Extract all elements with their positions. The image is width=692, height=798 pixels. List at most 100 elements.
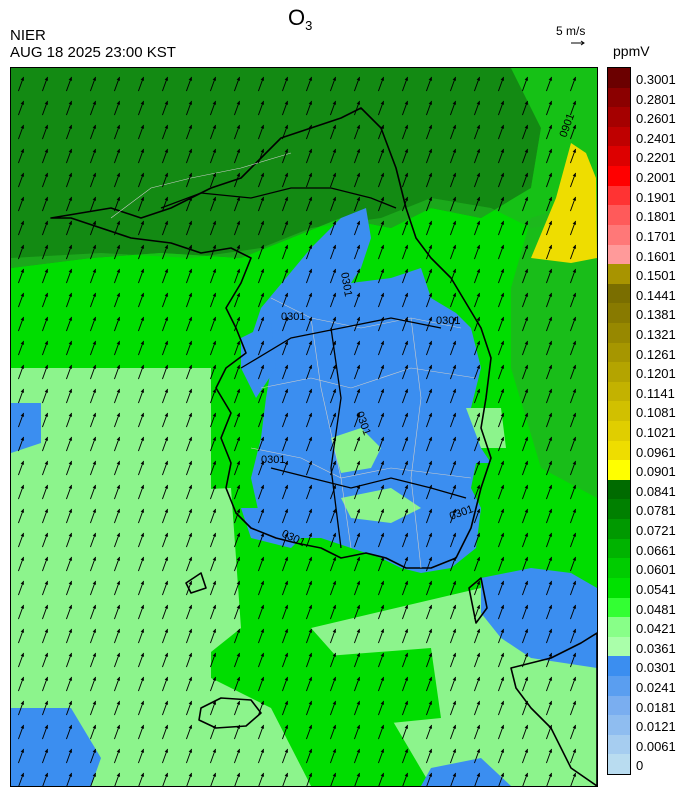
wind-arrow-head — [548, 244, 553, 249]
wind-arrow-head — [452, 292, 457, 297]
wind-arrow-head — [572, 268, 577, 273]
wind-arrow-head — [68, 364, 73, 369]
wind-arrow-head — [428, 76, 433, 81]
wind-arrow-head — [380, 244, 385, 249]
wind-arrow-head — [164, 196, 169, 201]
wind-arrow-head — [20, 412, 25, 417]
wind-arrow-head — [380, 100, 385, 105]
wind-arrow-head — [164, 748, 169, 753]
wind-arrow-head — [524, 580, 529, 585]
wind-arrow-head — [236, 220, 241, 225]
wind-arrow-head — [524, 436, 529, 441]
contour-label: 0301 — [281, 311, 305, 323]
colorbar-swatch — [608, 695, 630, 716]
wind-arrow-head — [548, 100, 553, 105]
wind-arrow-head — [92, 772, 97, 777]
wind-arrow-head — [404, 532, 409, 537]
wind-arrow-head — [380, 220, 385, 225]
wind-arrow-head — [68, 508, 73, 513]
wind-arrow-head — [500, 220, 505, 225]
wind-arrow-head — [164, 268, 169, 273]
wind-arrow-head — [452, 220, 457, 225]
wind-arrow-head — [68, 340, 73, 345]
wind-arrow-head — [404, 676, 409, 681]
colorbar-swatch — [608, 636, 630, 657]
wind-reference-label: 5 m/s — [556, 24, 586, 38]
wind-arrow-head — [44, 748, 49, 753]
wind-arrow-head — [20, 436, 25, 441]
wind-arrow-head — [356, 100, 361, 105]
wind-arrow-head — [284, 292, 289, 297]
wind-arrow-head — [140, 676, 145, 681]
wind-reference-arrow-icon — [571, 40, 585, 46]
wind-arrow-head — [428, 652, 433, 657]
wind-arrow-head — [500, 196, 505, 201]
colorbar-swatch — [608, 656, 630, 677]
wind-arrow-head — [524, 364, 529, 369]
wind-arrow-head — [164, 148, 169, 153]
wind-arrow-head — [548, 268, 553, 273]
wind-arrow-head — [212, 100, 217, 105]
wind-arrow-head — [572, 508, 577, 513]
colorbar-tick-label: 0.0181 — [636, 699, 676, 715]
wind-arrow-head — [164, 628, 169, 633]
colorbar-tick-label: 0 — [636, 758, 644, 774]
wind-arrow-head — [524, 76, 529, 81]
wind-arrow-head — [500, 292, 505, 297]
wind-arrow-head — [20, 244, 25, 249]
colorbar-tick-label: 0.1601 — [636, 248, 676, 264]
colorbar-tick-label: 0.0421 — [636, 621, 676, 637]
wind-arrow-head — [524, 172, 529, 177]
wind-arrow-head — [116, 148, 121, 153]
colorbar-swatch — [608, 401, 630, 422]
wind-arrow-head — [236, 76, 241, 81]
colorbar-tick-label: 0.1261 — [636, 346, 676, 362]
wind-arrow-head — [332, 484, 337, 489]
wind-arrow-head — [236, 772, 241, 777]
colorbar-swatch — [608, 68, 630, 89]
wind-arrow-head — [332, 508, 337, 513]
wind-arrow-head — [116, 628, 121, 633]
wind-arrow-head — [92, 436, 97, 441]
wind-arrow-head — [116, 244, 121, 249]
wind-arrow-head — [44, 388, 49, 393]
wind-arrow-head — [284, 436, 289, 441]
wind-arrow-head — [428, 484, 433, 489]
wind-arrow-head — [404, 436, 409, 441]
wind-arrow-head — [500, 484, 505, 489]
wind-arrow-head — [332, 172, 337, 177]
colorbar-tick-label: 0.1381 — [636, 307, 676, 323]
wind-arrow-head — [20, 124, 25, 129]
wind-arrow-head — [116, 676, 121, 681]
wind-arrow-head — [380, 724, 385, 729]
wind-arrow-head — [68, 772, 73, 777]
wind-arrow-head — [500, 76, 505, 81]
wind-arrow-head — [452, 700, 457, 705]
wind-arrow-head — [116, 556, 121, 561]
wind-arrow-head — [356, 364, 361, 369]
wind-arrow-head — [476, 388, 481, 393]
colorbar-tick-label: 0.1801 — [636, 209, 676, 225]
wind-arrow-head — [572, 460, 577, 465]
wind-arrow-head — [524, 652, 529, 657]
colorbar-tick-label: 0.0601 — [636, 562, 676, 578]
wind-arrow-head — [404, 556, 409, 561]
wind-arrow-head — [164, 484, 169, 489]
wind-arrow-head — [476, 460, 481, 465]
wind-arrow-head — [404, 484, 409, 489]
wind-arrow-head — [140, 460, 145, 465]
contour-label: 0301 — [338, 271, 354, 297]
wind-arrow-head — [404, 124, 409, 129]
wind-arrow-head — [500, 412, 505, 417]
wind-arrow-head — [548, 700, 553, 705]
wind-arrow-head — [260, 124, 265, 129]
wind-arrow-head — [548, 124, 553, 129]
wind-arrow-head — [212, 340, 217, 345]
wind-arrow-head — [20, 76, 25, 81]
wind-arrow-head — [92, 388, 97, 393]
wind-arrow-head — [260, 364, 265, 369]
wind-arrow-head — [404, 268, 409, 273]
wind-arrow-head — [380, 340, 385, 345]
wind-arrow-head — [452, 316, 457, 321]
wind-arrow-head — [188, 652, 193, 657]
